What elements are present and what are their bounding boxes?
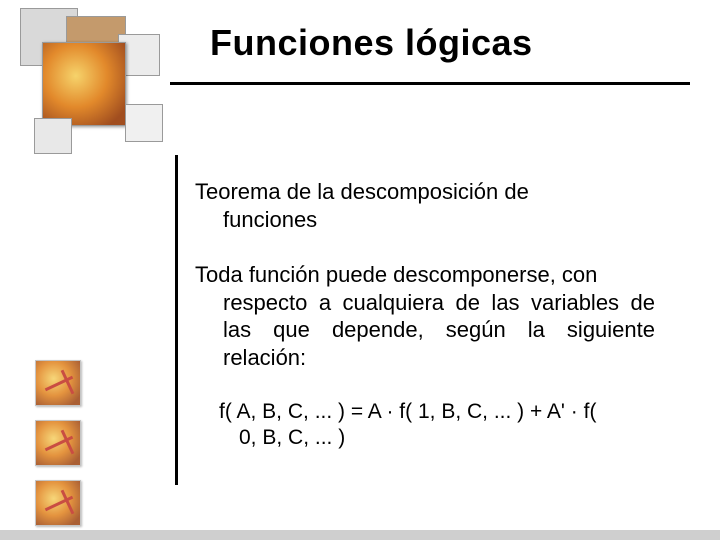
deco-square-orange xyxy=(42,42,126,126)
deco-square-light-1 xyxy=(34,118,72,154)
deco-square-light-2 xyxy=(125,104,163,142)
theorem-para-rest: respecto a cualquiera de las variables d… xyxy=(195,289,655,372)
theorem-para-line1: Toda función puede descomponerse, con xyxy=(195,262,597,287)
formula-line2: 0, B, C, ... ) xyxy=(219,425,655,451)
corner-decoration xyxy=(20,8,170,153)
theorem-paragraph: Toda función puede descomponerse, con re… xyxy=(195,261,655,371)
slide: Funciones lógicas Teorema de la descompo… xyxy=(0,0,720,540)
side-decoration-2 xyxy=(35,420,81,466)
body-vertical-rule xyxy=(175,155,178,485)
slide-title: Funciones lógicas xyxy=(210,22,680,64)
theorem-formula: f( A, B, C, ... ) = A · f( 1, B, C, ... … xyxy=(195,399,655,452)
side-decoration-1 xyxy=(35,360,81,406)
theorem-heading-line2: funciones xyxy=(195,206,655,234)
formula-line1: f( A, B, C, ... ) = A · f( 1, B, C, ... … xyxy=(219,400,596,423)
title-underline xyxy=(170,82,690,85)
theorem-heading-line1: Teorema de la descomposición de xyxy=(195,179,529,204)
side-decoration-3 xyxy=(35,480,81,526)
theorem-heading: Teorema de la descomposición de funcione… xyxy=(195,178,655,233)
footer-bar xyxy=(0,530,720,540)
body-text: Teorema de la descomposición de funcione… xyxy=(195,178,655,452)
